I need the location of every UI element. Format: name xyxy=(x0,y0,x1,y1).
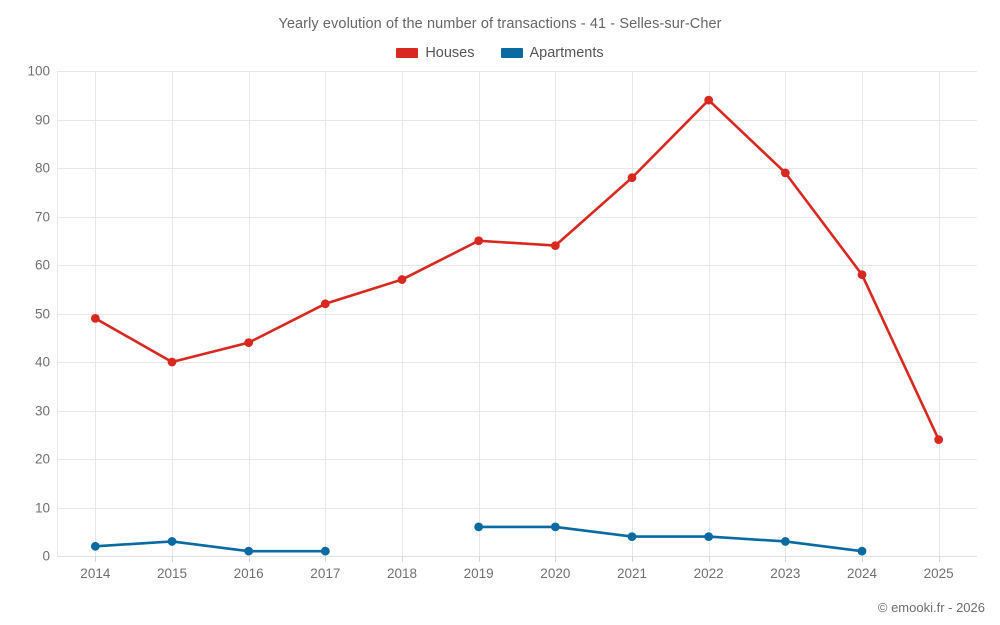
x-axis-tick-mark xyxy=(555,556,557,562)
y-axis-tick-label: 30 xyxy=(34,403,50,418)
x-axis-tick-mark xyxy=(708,556,710,562)
gridline-horizontal xyxy=(57,71,977,72)
y-axis-tick-label: 80 xyxy=(34,160,50,176)
gridline-horizontal xyxy=(57,216,977,218)
x-axis-tick-mark xyxy=(938,556,940,562)
gridline-vertical xyxy=(632,71,633,556)
legend-item-apartments[interactable]: Apartments xyxy=(500,45,604,61)
x-axis-tick-label: 2021 xyxy=(616,566,648,581)
x-axis-tick-mark xyxy=(95,556,97,562)
plot-area xyxy=(57,71,977,557)
x-axis-tick-mark xyxy=(402,556,403,562)
gridline-horizontal xyxy=(57,313,977,315)
gridline-vertical xyxy=(862,71,863,556)
legend-swatch-houses xyxy=(396,48,419,58)
y-axis-ticks: 0 10 20 30 40 50 60 70 80 90 100 xyxy=(0,64,50,564)
gridline-horizontal xyxy=(57,507,977,509)
gridline-vertical xyxy=(402,71,403,556)
x-axis-tick-mark xyxy=(632,556,633,562)
y-axis-tick-label: 0 xyxy=(42,548,50,564)
y-axis-tick-label: 90 xyxy=(34,112,50,127)
gridline-vertical xyxy=(95,71,97,556)
gridline-vertical xyxy=(785,71,787,556)
x-axis-tick-label: 2025 xyxy=(923,566,954,581)
x-axis-tick-label: 2022 xyxy=(693,566,724,581)
gridline-vertical xyxy=(325,71,327,556)
x-axis-tick-mark xyxy=(172,556,173,562)
gridline-horizontal xyxy=(57,410,977,412)
gridline-horizontal xyxy=(57,168,977,169)
gridline-vertical xyxy=(938,71,940,556)
y-axis-tick-label: 40 xyxy=(34,354,50,370)
x-axis-tick-mark xyxy=(478,556,480,562)
gridline-vertical xyxy=(708,71,710,556)
legend-label-houses: Houses xyxy=(425,45,475,61)
gridline-horizontal xyxy=(57,362,977,363)
chart-legend: Houses Apartments xyxy=(0,45,1000,61)
x-axis-tick-mark xyxy=(785,556,787,562)
x-axis-tick-label: 2016 xyxy=(233,566,264,581)
gridline-horizontal xyxy=(57,119,977,121)
gridline-vertical xyxy=(555,71,557,556)
y-axis-line xyxy=(57,71,58,557)
x-axis-tick-label: 2018 xyxy=(386,566,418,581)
legend-label-apartments: Apartments xyxy=(529,45,604,61)
x-axis-ticks: 2014 2015 2016 2017 2018 2019 2020 2021 2022 2023… xyxy=(57,556,977,586)
x-axis-line xyxy=(57,556,977,557)
y-axis-tick-label: 10 xyxy=(34,500,50,515)
x-axis-tick-label: 2017 xyxy=(310,566,341,581)
copyright-text: © emooki.fr - 2026 xyxy=(877,600,985,615)
y-axis-tick-label: 20 xyxy=(34,451,50,467)
x-axis-tick-mark xyxy=(325,556,327,562)
x-axis-tick-mark xyxy=(862,556,863,562)
x-axis-tick-label: 2019 xyxy=(463,566,494,581)
y-axis-tick-label: 100 xyxy=(27,63,50,79)
legend-swatch-apartments xyxy=(500,48,523,58)
gridline-vertical xyxy=(248,71,250,556)
y-axis-tick-label: 50 xyxy=(34,306,50,321)
x-axis-tick-mark xyxy=(248,556,250,562)
x-axis-tick-label: 2014 xyxy=(80,566,111,581)
y-axis-tick-label: 70 xyxy=(34,209,50,224)
gridline-vertical xyxy=(478,71,480,556)
legend-item-houses[interactable]: Houses xyxy=(396,45,475,61)
gridline-horizontal xyxy=(57,459,977,460)
y-axis-tick-label: 60 xyxy=(34,257,50,273)
gridline-vertical xyxy=(172,71,173,556)
gridline-horizontal xyxy=(57,265,977,266)
chart-title: Yearly evolution of the number of transa… xyxy=(278,16,722,32)
x-axis-tick-label: 2023 xyxy=(770,566,801,581)
x-axis-tick-label: 2020 xyxy=(540,566,571,581)
x-axis-tick-label: 2015 xyxy=(156,566,188,581)
x-axis-tick-label: 2024 xyxy=(846,566,878,581)
